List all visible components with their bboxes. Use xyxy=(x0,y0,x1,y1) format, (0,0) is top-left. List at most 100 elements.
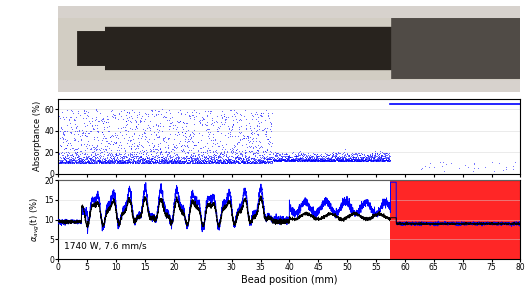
Point xyxy=(145,160,154,164)
Point xyxy=(125,153,134,157)
Point xyxy=(153,149,161,154)
Point xyxy=(115,142,123,147)
Point xyxy=(293,154,301,158)
Point xyxy=(269,157,277,161)
Point xyxy=(178,160,187,165)
Point xyxy=(365,156,373,160)
Point xyxy=(200,149,209,154)
Point xyxy=(105,146,113,151)
Point xyxy=(124,160,133,164)
Point xyxy=(280,154,289,159)
Point xyxy=(261,108,270,112)
Point xyxy=(323,156,331,160)
Point xyxy=(268,110,276,115)
Point xyxy=(321,158,329,162)
Point xyxy=(97,130,106,134)
Point xyxy=(174,158,183,162)
Point xyxy=(151,108,160,112)
Point xyxy=(311,157,319,162)
Point xyxy=(327,159,336,163)
Point xyxy=(112,152,121,157)
Point xyxy=(315,153,323,158)
Point xyxy=(285,158,294,162)
Point xyxy=(140,157,149,162)
Point xyxy=(283,155,292,160)
Point xyxy=(175,139,184,143)
Point xyxy=(63,154,71,159)
Point xyxy=(192,143,200,147)
Point xyxy=(264,158,272,163)
Point xyxy=(357,158,365,163)
Point xyxy=(234,118,243,122)
Point xyxy=(248,137,256,141)
Point xyxy=(256,159,265,164)
Point xyxy=(251,161,259,165)
Point xyxy=(284,158,292,163)
Point xyxy=(152,146,160,151)
Point xyxy=(380,158,389,163)
Point xyxy=(192,160,201,164)
Point xyxy=(112,151,120,155)
Point xyxy=(378,158,387,163)
Point xyxy=(359,158,368,163)
Point xyxy=(139,160,147,165)
Point xyxy=(127,113,135,118)
Point xyxy=(105,159,114,163)
Point xyxy=(190,156,199,161)
Point xyxy=(90,158,98,162)
Point xyxy=(242,116,251,121)
Point xyxy=(76,138,85,142)
Point xyxy=(233,141,241,145)
Point xyxy=(95,161,103,165)
Point xyxy=(295,158,303,163)
Point xyxy=(58,153,67,157)
Point xyxy=(138,132,147,137)
Point xyxy=(118,159,127,164)
Point xyxy=(186,136,195,140)
Point xyxy=(253,151,261,156)
Point xyxy=(109,113,118,118)
Point xyxy=(205,156,214,160)
Point xyxy=(194,160,203,164)
Point xyxy=(135,160,144,165)
Point xyxy=(228,160,237,164)
Point xyxy=(58,130,67,134)
Point xyxy=(115,140,124,144)
Point xyxy=(280,158,288,162)
Point xyxy=(142,135,151,140)
Point xyxy=(249,159,257,163)
Point xyxy=(58,130,67,135)
Point xyxy=(74,160,82,164)
Point xyxy=(308,158,316,163)
Point xyxy=(166,154,174,158)
Point xyxy=(231,160,239,165)
Point xyxy=(322,158,330,162)
Point xyxy=(125,159,134,164)
Point xyxy=(320,158,328,163)
Point xyxy=(76,137,85,141)
Point xyxy=(67,161,75,165)
Point xyxy=(309,157,317,161)
Point xyxy=(277,158,286,162)
Point xyxy=(324,158,333,163)
Point xyxy=(170,158,178,163)
Point xyxy=(124,129,132,134)
Point xyxy=(280,158,289,163)
Point xyxy=(101,158,110,163)
Point xyxy=(188,158,196,163)
Point xyxy=(320,158,328,162)
Point xyxy=(98,160,106,164)
Point xyxy=(184,158,193,162)
Point xyxy=(342,155,350,160)
Point xyxy=(206,160,215,165)
Point xyxy=(87,158,95,163)
Point xyxy=(93,160,101,164)
Point xyxy=(98,130,106,135)
Point xyxy=(226,159,234,164)
Point xyxy=(301,155,310,160)
Point xyxy=(260,149,269,153)
Point xyxy=(258,152,266,157)
Point xyxy=(207,157,215,161)
Point xyxy=(365,158,374,163)
Point xyxy=(369,158,378,163)
